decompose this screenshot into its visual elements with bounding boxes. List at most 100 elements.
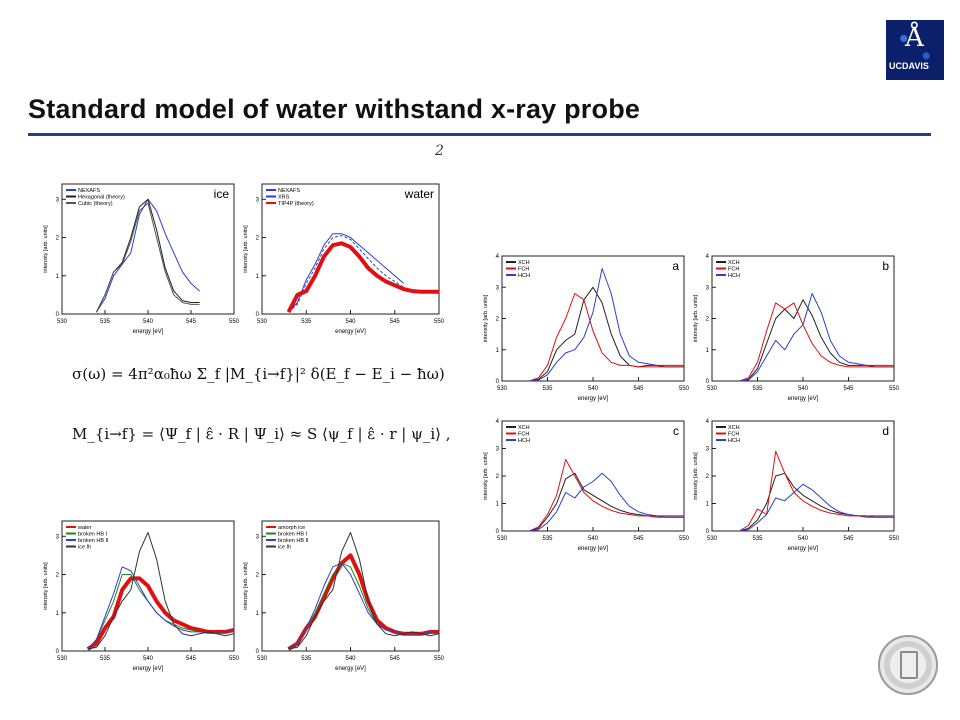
ucdavis-logo: Å UCDAVIS bbox=[886, 20, 944, 80]
y-axis-label: intensity [arb. units] bbox=[243, 225, 249, 273]
legend-entry: XCH bbox=[728, 260, 740, 266]
legend-entry: TIP4P (theory) bbox=[278, 201, 314, 207]
panel-label: water bbox=[404, 187, 434, 201]
chart-d: 530 535 540 545 550 0 1 2 3 4 energy [eV] intensity… bbox=[693, 419, 900, 552]
x-tick-label: 530 bbox=[57, 656, 68, 662]
legend-entry: XCH bbox=[728, 425, 740, 431]
y-tick-label: 4 bbox=[496, 419, 500, 425]
legend-entry: broken HB II bbox=[278, 538, 309, 544]
y-tick-label: 0 bbox=[706, 379, 710, 385]
legend-entry: NEXAFS bbox=[78, 188, 100, 194]
y-tick-label: 4 bbox=[706, 419, 710, 425]
y-tick-label: 0 bbox=[56, 649, 60, 655]
y-tick-label: 1 bbox=[256, 611, 260, 617]
y-axis-label: intensity [arb. units] bbox=[43, 562, 49, 610]
legend-entry: FCH bbox=[728, 432, 739, 438]
x-tick-label: 530 bbox=[707, 386, 718, 392]
y-tick-label: 2 bbox=[56, 236, 60, 242]
x-tick-label: 545 bbox=[186, 319, 197, 325]
series-line bbox=[739, 450, 894, 532]
y-tick-label: 2 bbox=[496, 474, 500, 480]
x-tick-label: 550 bbox=[889, 536, 900, 542]
x-tick-label: 550 bbox=[434, 656, 445, 662]
x-axis-label: energy [eV] bbox=[133, 329, 164, 335]
y-tick-label: 2 bbox=[256, 236, 260, 242]
y-tick-label: 0 bbox=[256, 649, 260, 655]
x-tick-label: 550 bbox=[434, 319, 445, 325]
legend-entry: Hexagonal (theory) bbox=[78, 195, 125, 201]
y-tick-label: 2 bbox=[56, 573, 60, 579]
x-axis-label: energy [eV] bbox=[335, 329, 366, 335]
x-tick-label: 540 bbox=[588, 386, 599, 392]
y-axis-label: intensity [arb. units] bbox=[693, 452, 699, 500]
x-tick-label: 535 bbox=[752, 536, 763, 542]
series-line bbox=[529, 459, 684, 532]
legend-entry: HCH bbox=[518, 438, 530, 444]
legend-entry: XCH bbox=[518, 260, 530, 266]
legend-entry: FCH bbox=[518, 432, 529, 438]
y-tick-label: 3 bbox=[56, 197, 60, 203]
y-tick-label: 3 bbox=[496, 447, 500, 453]
y-axis-label: intensity [arb. units] bbox=[43, 225, 49, 273]
y-tick-label: 2 bbox=[706, 317, 710, 323]
legend-entry: broken HB II bbox=[78, 538, 109, 544]
x-tick-label: 545 bbox=[390, 319, 401, 325]
x-tick-label: 550 bbox=[679, 536, 690, 542]
university-seal bbox=[878, 635, 938, 695]
legend-entry: FCH bbox=[518, 267, 529, 273]
series-line bbox=[288, 562, 439, 650]
x-axis-label: energy [eV] bbox=[788, 546, 819, 552]
y-tick-label: 1 bbox=[706, 502, 710, 508]
legend-entry: broken HB I bbox=[278, 532, 308, 538]
x-tick-label: 530 bbox=[497, 536, 508, 542]
legend-entry: amorph ice bbox=[278, 525, 305, 531]
panel-label: b bbox=[882, 259, 889, 273]
x-tick-label: 550 bbox=[679, 386, 690, 392]
chart-a: 530 535 540 545 550 0 1 2 3 4 energy [eV] intensity… bbox=[483, 254, 690, 402]
y-tick-label: 3 bbox=[256, 197, 260, 203]
y-tick-label: 2 bbox=[496, 317, 500, 323]
panel-label: d bbox=[882, 424, 889, 438]
legend-entry: broken HB I bbox=[78, 532, 108, 538]
y-tick-label: 1 bbox=[496, 348, 500, 354]
chart-broken-b: 530 535 540 545 550 0 1 2 3 energy [eV] intensity … bbox=[243, 520, 445, 672]
x-tick-label: 535 bbox=[542, 386, 553, 392]
matrix-element-equation: M_{i→f} = ⟨Ψ_f | ε̂ · R | Ψ_i⟩ ≈ S ⟨ψ_f … bbox=[72, 425, 451, 443]
y-tick-label: 1 bbox=[706, 348, 710, 354]
legend-entry: HCH bbox=[728, 273, 740, 279]
x-tick-label: 545 bbox=[390, 656, 401, 662]
x-tick-label: 545 bbox=[633, 536, 644, 542]
x-tick-label: 540 bbox=[798, 386, 809, 392]
x-tick-label: 530 bbox=[497, 386, 508, 392]
chart-ice: 530 535 540 545 550 0 1 2 3 energy [eV] intensity … bbox=[43, 183, 240, 335]
x-axis-label: energy [eV] bbox=[578, 546, 609, 552]
x-tick-label: 540 bbox=[345, 656, 356, 662]
x-tick-label: 535 bbox=[100, 656, 111, 662]
legend-entry: ice Ih bbox=[78, 545, 91, 551]
x-tick-label: 530 bbox=[57, 319, 68, 325]
y-tick-label: 0 bbox=[256, 312, 260, 318]
x-tick-label: 550 bbox=[229, 319, 240, 325]
title-underline bbox=[28, 133, 931, 136]
x-axis-label: energy [eV] bbox=[578, 396, 609, 402]
x-tick-label: 540 bbox=[143, 319, 154, 325]
panel-label: ice bbox=[214, 187, 230, 201]
series-line bbox=[288, 233, 404, 313]
x-tick-label: 530 bbox=[257, 656, 268, 662]
plot-frame bbox=[711, 420, 895, 532]
x-tick-label: 535 bbox=[542, 536, 553, 542]
series-line bbox=[288, 532, 440, 650]
x-tick-label: 540 bbox=[588, 536, 599, 542]
y-tick-label: 3 bbox=[496, 285, 500, 291]
series-line bbox=[739, 293, 894, 382]
x-tick-label: 535 bbox=[752, 386, 763, 392]
x-tick-label: 540 bbox=[798, 536, 809, 542]
x-tick-label: 530 bbox=[257, 319, 268, 325]
series-line bbox=[529, 472, 684, 532]
legend-entry: NEXAFS bbox=[278, 188, 300, 194]
chart-c: 530 535 540 545 550 0 1 2 3 4 energy [eV] intensity… bbox=[483, 419, 690, 552]
y-tick-label: 2 bbox=[706, 474, 710, 480]
chart-broken-a: 530 535 540 545 550 0 1 2 3 energy [eV] intensity … bbox=[43, 520, 240, 672]
y-tick-label: 1 bbox=[56, 611, 60, 617]
legend-entry: ice Ih bbox=[278, 545, 291, 551]
